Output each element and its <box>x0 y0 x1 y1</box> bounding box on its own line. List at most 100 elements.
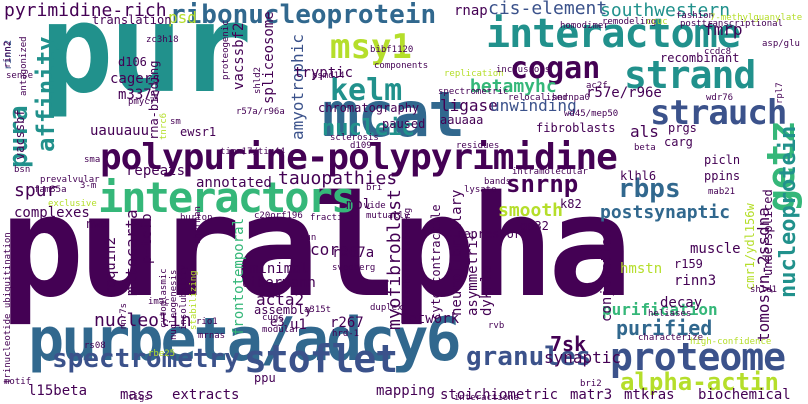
word-r159: r159 <box>674 257 703 271</box>
word-sclerosis: sclerosis <box>330 133 379 143</box>
word-duplex: duplex <box>370 303 403 313</box>
word-synaptic: synaptic <box>544 348 622 367</box>
word-residues: residues <box>456 141 500 151</box>
word-spectrometric: spectrometric <box>438 87 509 97</box>
word-interactors-visible: interactors <box>98 173 356 222</box>
word-cmr1: cmr1/ydl156w <box>743 203 757 290</box>
word-r57e-r96e: r57e/r96e <box>586 85 662 101</box>
word-bri2: bri2 <box>580 379 602 389</box>
word-rinn2: rinn2 <box>3 40 13 68</box>
word-cogan: cogan <box>510 51 601 86</box>
word-tauopathies: tauopathies <box>278 168 398 189</box>
word-translation: translation <box>92 13 172 27</box>
word-7-methylguanylate: 7-methylguanylate <box>710 13 803 23</box>
word-msy1: msy1 <box>330 27 412 67</box>
word-pmyc7: pmyc7 <box>128 97 156 107</box>
word-underspliced: underspliced <box>761 189 775 276</box>
word-mapping: mapping <box>376 383 436 399</box>
word-ccuc: ccuc <box>646 17 668 27</box>
word-spliceosome: spliceosome <box>261 11 277 104</box>
word-libermann: libermann <box>240 275 316 291</box>
word-isobaric-labeling: isobaric-labeling <box>403 207 413 300</box>
word-betamyhc: betamyhc <box>470 76 557 97</box>
word-strand: strand <box>624 53 756 97</box>
word-nucleic: nucleic <box>322 116 415 141</box>
word-u1: u1 <box>290 317 307 333</box>
word-purified: purified <box>616 316 713 340</box>
word-rbe25: rbe25 <box>148 349 176 359</box>
word-cagers: cagers <box>110 71 161 87</box>
word-hrd-1: hrd-1 <box>332 329 360 339</box>
word-stoichiometric: stoichiometric <box>440 387 559 403</box>
word-prgs: prgs <box>668 121 697 135</box>
word-nucleoprotein: nucleoprotein <box>776 125 801 298</box>
word-nucleogenesis: nucleogenesis <box>169 269 179 340</box>
word-cyto-contractile: cyto-contractile <box>429 204 443 320</box>
word-sense: sense <box>6 71 34 81</box>
word-tryptic: tryptic <box>294 65 354 81</box>
word-pur: pur <box>40 0 252 120</box>
word-puralpha: puralpha <box>0 166 632 329</box>
word-amyotrophic: amyotrophic <box>288 34 307 140</box>
word-zc3h18: zc3h18 <box>146 35 179 45</box>
word-muscle: muscle <box>690 241 741 257</box>
word-southwestern: southwestern <box>600 0 731 21</box>
word-mitocarta: mitocarta <box>122 209 141 296</box>
word-cytoplasmic: cytoplasmic <box>159 268 169 328</box>
word-rpl7: rpl7 <box>775 82 785 104</box>
word-fashion: fashion <box>676 11 714 21</box>
word-trinucleotide-ubiquitination: trinucleotide ubiquitination <box>3 232 13 384</box>
word-lysate: lysate <box>464 185 497 195</box>
word-mab21: mab21 <box>708 187 736 197</box>
word-shld1: shld1 <box>750 285 778 295</box>
word-assembly: assembly <box>254 303 312 317</box>
word-7sk: 7sk <box>550 332 587 356</box>
word-minimal: minimal <box>250 261 310 277</box>
word-antagonized: antagonized <box>19 36 29 96</box>
word-timm17-tim44: timm17/tim44 <box>220 147 286 157</box>
word-nwb: nwb <box>86 217 108 231</box>
word-m337v: m337v <box>118 87 161 103</box>
word-hmstn: hmstn <box>620 261 663 277</box>
word-recombinant: recombinant <box>660 51 740 65</box>
word-r57a-r96a: r57a/r96a <box>236 107 285 117</box>
word-ewsr1: ewsr1 <box>180 125 217 139</box>
word-fibroblasts: fibroblasts <box>536 121 616 135</box>
word-sma: sma <box>84 155 101 165</box>
word-decay: decay <box>660 295 703 311</box>
word-posttranscriptional: posttranscriptional <box>680 19 783 29</box>
word-matr3: matr3 <box>570 387 613 403</box>
word-complexes: complexes <box>14 205 90 221</box>
word-r267a: r267a <box>332 245 375 261</box>
word-asp-glu: asp/glu <box>762 39 800 49</box>
word-a315t: a315t <box>304 305 332 315</box>
word-vacssbf2: vacssbf2 <box>231 22 247 90</box>
word-chromatography: chromatography <box>318 101 420 115</box>
word-burton: burton <box>180 213 213 223</box>
word-aauaaa: aauaaa <box>440 113 484 127</box>
word-r267: r267 <box>330 315 364 331</box>
word-tigs: tigs <box>128 393 150 403</box>
word-proteome: proteome <box>610 335 786 379</box>
word-ccdc8: ccdc8 <box>704 47 732 57</box>
word-sherman: sherman <box>193 206 203 244</box>
word-fam35a: fam35a <box>34 185 67 195</box>
word-wdr76: wdr76 <box>706 93 734 103</box>
word-sun: sun <box>300 233 317 243</box>
word-motif: motif <box>4 377 32 387</box>
word-p-tefb: p-tefb <box>139 213 155 264</box>
word-d109: d109 <box>350 141 372 151</box>
word-postsynaptic: postsynaptic <box>600 202 731 223</box>
word-fraction: fraction <box>310 213 354 223</box>
word-heliases: heliases <box>648 309 692 319</box>
word-insolubility: insolubility <box>179 264 189 330</box>
word-bsn: bsn <box>14 165 31 175</box>
word-3-m: 3-m <box>80 181 97 191</box>
word-high-confidence: high-confidence <box>690 337 772 347</box>
word-repeats: repeats <box>126 163 186 179</box>
word-repressor: repressor <box>456 227 522 241</box>
word-cis-element: cis-element <box>488 0 608 19</box>
word-bri: bri <box>366 183 383 193</box>
word-beta: beta <box>634 143 656 153</box>
